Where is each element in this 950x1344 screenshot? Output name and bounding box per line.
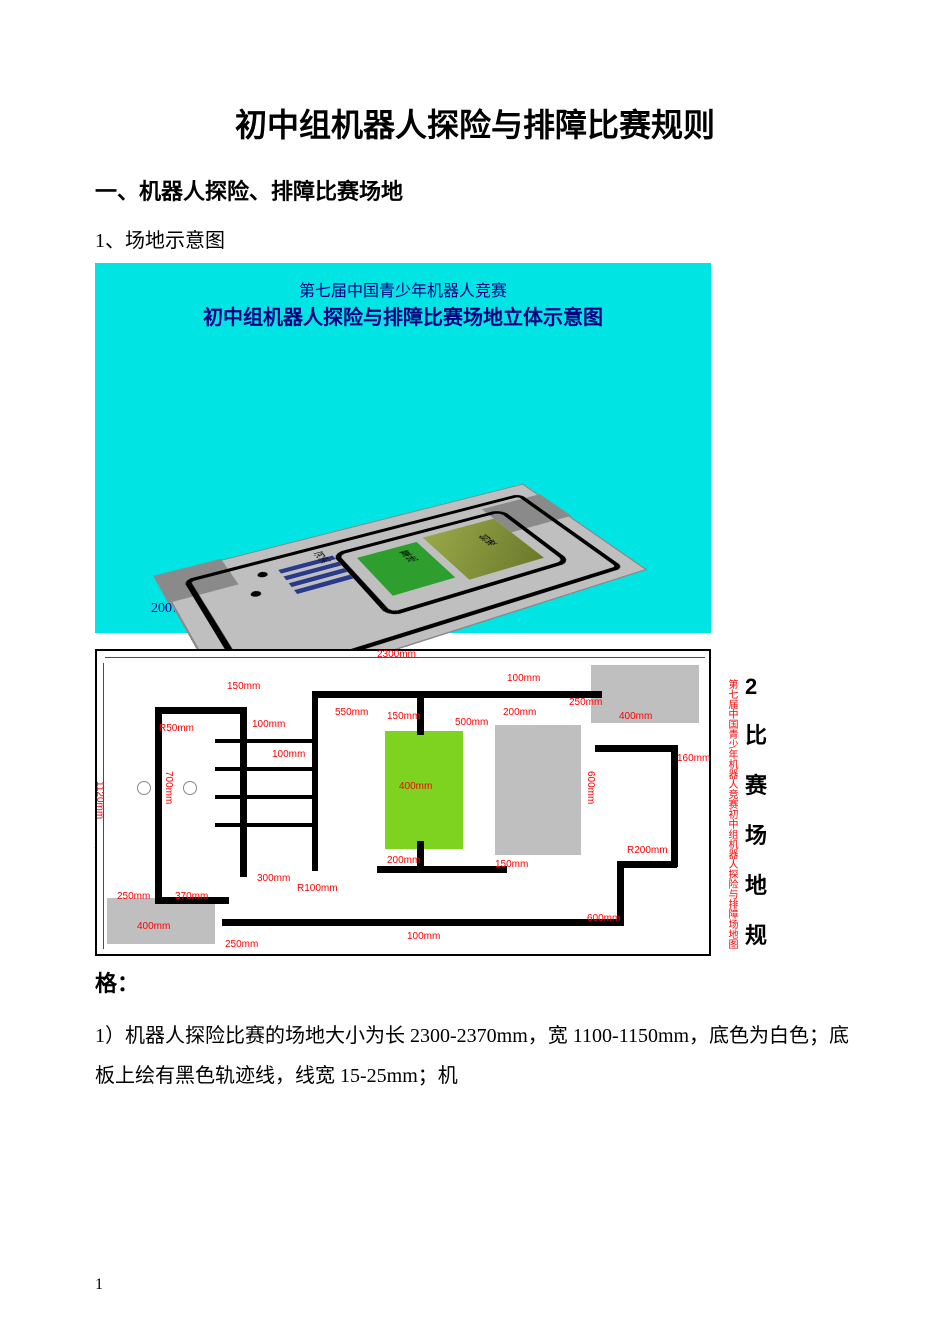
d100-4: 100mm [407,931,440,942]
page-title: 初中组机器人探险与排障比赛规则 [95,100,855,146]
side-char-1: 比 [745,718,767,750]
d600-1: 600mm [585,771,596,804]
side-vertical-label: 第七届中国青少年机器人竞赛初中组机器人探险与排障场地图 [711,649,737,949]
rung-post [312,691,318,871]
figure-3d-title2: 初中组机器人探险与排障比赛场地立体示意图 [95,301,711,330]
r200: R200mm [627,845,668,856]
d160: 160mm [677,753,710,764]
rung-4 [215,823,315,827]
d100-3: 100mm [272,749,305,760]
d250-3: 250mm [225,939,258,950]
rung-3 [215,795,315,799]
d400-1: 400mm [399,781,432,792]
side-char-3: 场 [745,818,767,850]
r100: R100mm [297,883,338,894]
d500: 500mm [455,717,488,728]
side-char-0: 2 [745,674,767,700]
trk-mid [377,866,507,873]
trk-hbot2 [222,919,622,926]
circle-1 [137,781,151,795]
figure-3d-title1: 第七届中国青少年机器人竞赛 [95,277,711,301]
d100-2: 100mm [252,719,285,730]
dim-top: 2300mm [377,649,416,660]
sub-heading-1: 1、场地示意图 [95,224,855,253]
rung-2 [215,767,315,771]
trk-top-long [312,691,602,698]
dim-left: 1120mm [94,781,105,819]
d250-1: 250mm [569,697,602,708]
d150-2: 150mm [387,711,420,722]
side-char-5: 规 [745,918,767,950]
rung-1 [215,739,315,743]
circle-2 [183,781,197,795]
d400-2: 400mm [619,711,652,722]
figure-plan: 2300mm 1120mm 1 [95,649,711,956]
trk-v2 [240,707,247,877]
d400-3: 400mm [137,921,170,932]
d700: 700mm [163,771,174,804]
side-char-2: 赛 [745,768,767,800]
r50: R50mm [159,723,194,734]
body-paragraph-1: 1）机器人探险比赛的场地大小为长 2300-2370mm，宽 1100-1150… [95,1016,855,1096]
trk-hr1 [617,861,677,868]
d200-1: 200mm [503,707,536,718]
d150-1: 150mm [227,681,260,692]
d550: 550mm [335,707,368,718]
plan-row: 2300mm 1120mm 1 [95,649,855,956]
trk-h1 [155,707,247,714]
d250-2: 250mm [117,891,150,902]
side-char-4: 地 [745,868,767,900]
d200-2: 200mm [387,855,420,866]
spec-heading-tail: 格： [95,966,855,998]
page-number: 1 [95,1276,103,1294]
gray-box [495,725,581,855]
trk-v1 [155,707,162,899]
section-heading: 一、机器人探险、排障比赛场地 [95,174,855,206]
trk-hr2 [595,745,677,752]
d600-2: 600mm [587,913,620,924]
d300: 300mm [257,873,290,884]
d100-top: 100mm [507,673,540,684]
d150-3: 150mm [495,859,528,870]
figure-3d: 第七届中国青少年机器人竞赛 初中组机器人探险与排障比赛场地立体示意图 2007—… [95,263,711,633]
d370: 370mm [175,891,208,902]
side-big-chars: 2 比 赛 场 地 规 [737,649,767,956]
